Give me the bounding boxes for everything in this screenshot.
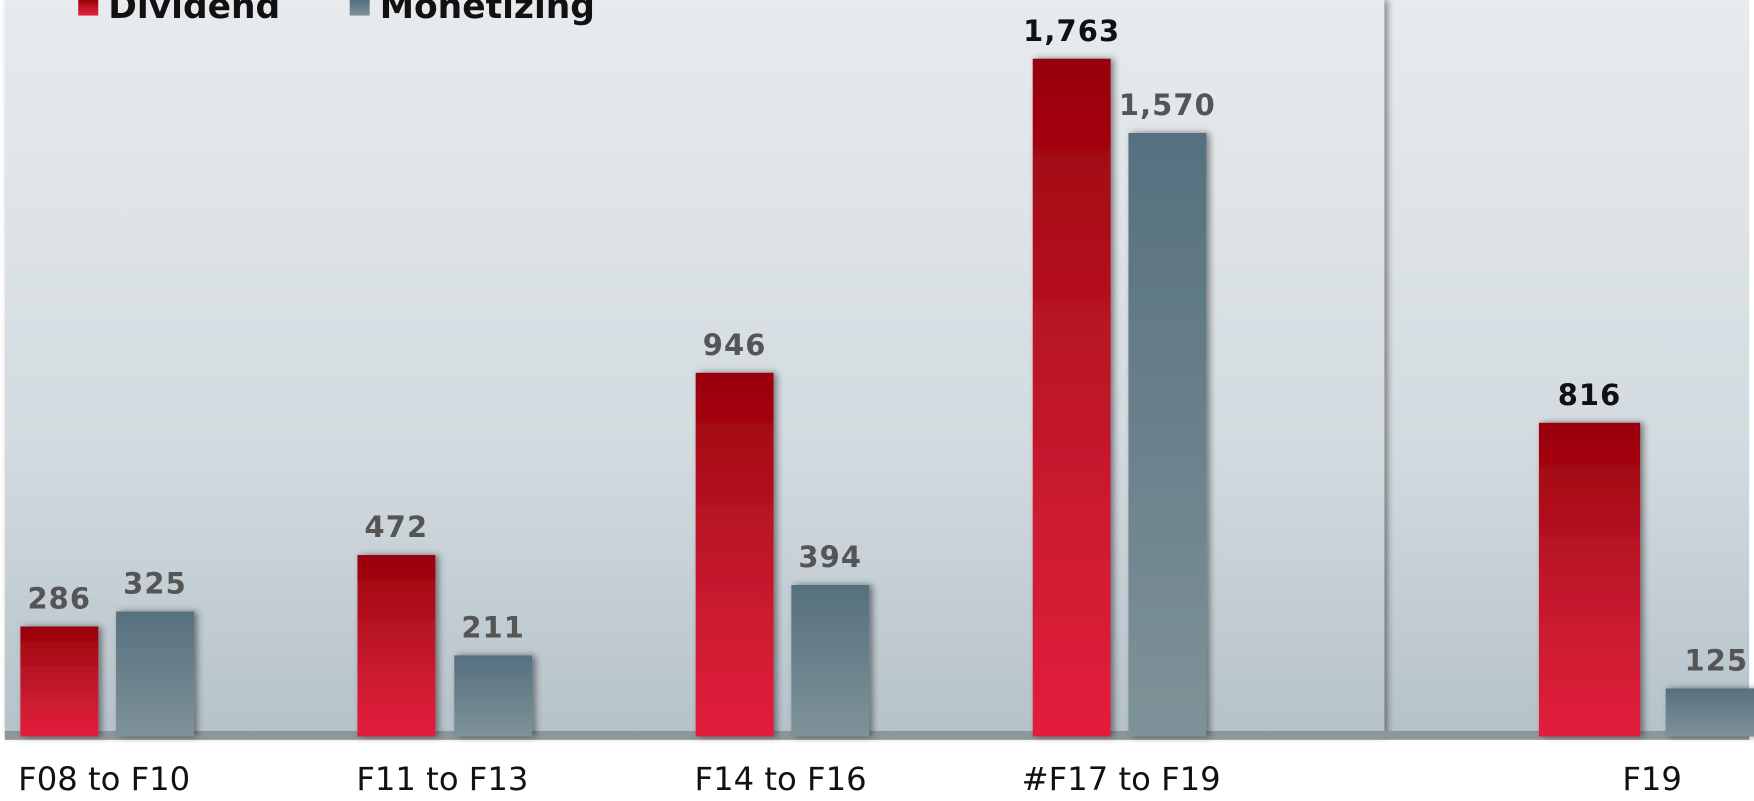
bar <box>357 555 436 737</box>
value-label: 394 <box>798 540 862 574</box>
x-tick-label: F14 to F16 <box>695 760 867 798</box>
x-tick-label: #F17 to F19 <box>1022 760 1221 798</box>
bar <box>695 372 774 737</box>
value-label: 946 <box>703 328 767 362</box>
value-label: 325 <box>123 567 187 601</box>
legend-label: Monetizing <box>380 0 595 27</box>
legend-swatch <box>349 0 370 16</box>
bar <box>1032 58 1111 737</box>
value-label: 1,763 <box>1023 14 1120 48</box>
x-tick-label: F08 to F10 <box>18 760 190 798</box>
bar <box>454 655 533 737</box>
x-tick-label: F19 <box>1622 760 1682 798</box>
legend: Dividend Monetizing <box>78 0 595 27</box>
value-label: 1,570 <box>1119 88 1216 122</box>
bar <box>1128 132 1207 737</box>
x-tick-label: F11 to F13 <box>356 760 528 798</box>
bar <box>791 585 870 737</box>
bar <box>1538 422 1641 737</box>
bar <box>116 611 194 737</box>
legend-label: Dividend <box>108 0 280 27</box>
bar <box>20 626 99 737</box>
value-label: 211 <box>461 611 525 645</box>
baseline <box>4 730 1750 740</box>
value-label: 816 <box>1558 378 1622 412</box>
value-label: 286 <box>27 582 91 616</box>
value-label: 472 <box>365 510 429 544</box>
value-label: 125 <box>1685 644 1749 678</box>
bar <box>1665 688 1754 737</box>
legend-swatch <box>78 0 99 16</box>
